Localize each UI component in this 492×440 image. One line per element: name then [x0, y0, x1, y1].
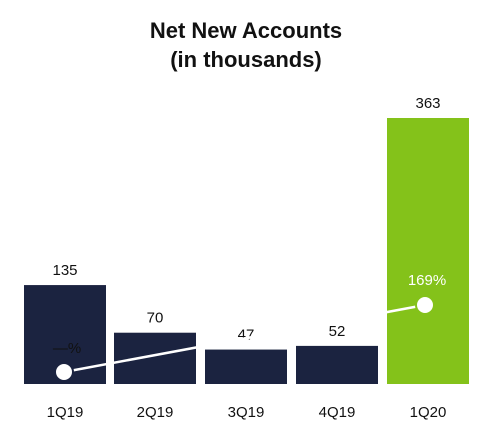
bar-4q19 [296, 345, 378, 384]
bar-1q20 [387, 118, 469, 384]
x-tick-label-2q19: 2Q19 [137, 404, 174, 421]
growth-label-1q20: 169% [408, 272, 446, 289]
value-label-3q19: 47 [238, 327, 255, 344]
bar-2q19 [114, 332, 196, 384]
chart-title-line-2: (in thousands) [170, 47, 322, 72]
growth-label-1q19: —% [53, 340, 81, 357]
x-tick-label-1q19: 1Q19 [47, 404, 84, 421]
x-tick-label-4q19: 4Q19 [319, 404, 356, 421]
growth-marker-1q19 [54, 362, 74, 382]
x-tick-label-3q19: 3Q19 [228, 404, 265, 421]
growth-marker-1q20 [415, 295, 435, 315]
value-label-1q20: 363 [415, 95, 440, 112]
growth-line [63, 303, 426, 374]
chart-title: Net New Accounts (in thousands) [0, 16, 492, 74]
chart-title-line-1: Net New Accounts [149, 18, 343, 43]
value-label-4q19: 52 [329, 323, 346, 340]
bar-3q19 [205, 349, 287, 384]
x-tick-label-1q20: 1Q20 [410, 404, 447, 421]
value-label-1q19: 135 [52, 262, 77, 279]
value-label-2q19: 70 [147, 310, 164, 327]
